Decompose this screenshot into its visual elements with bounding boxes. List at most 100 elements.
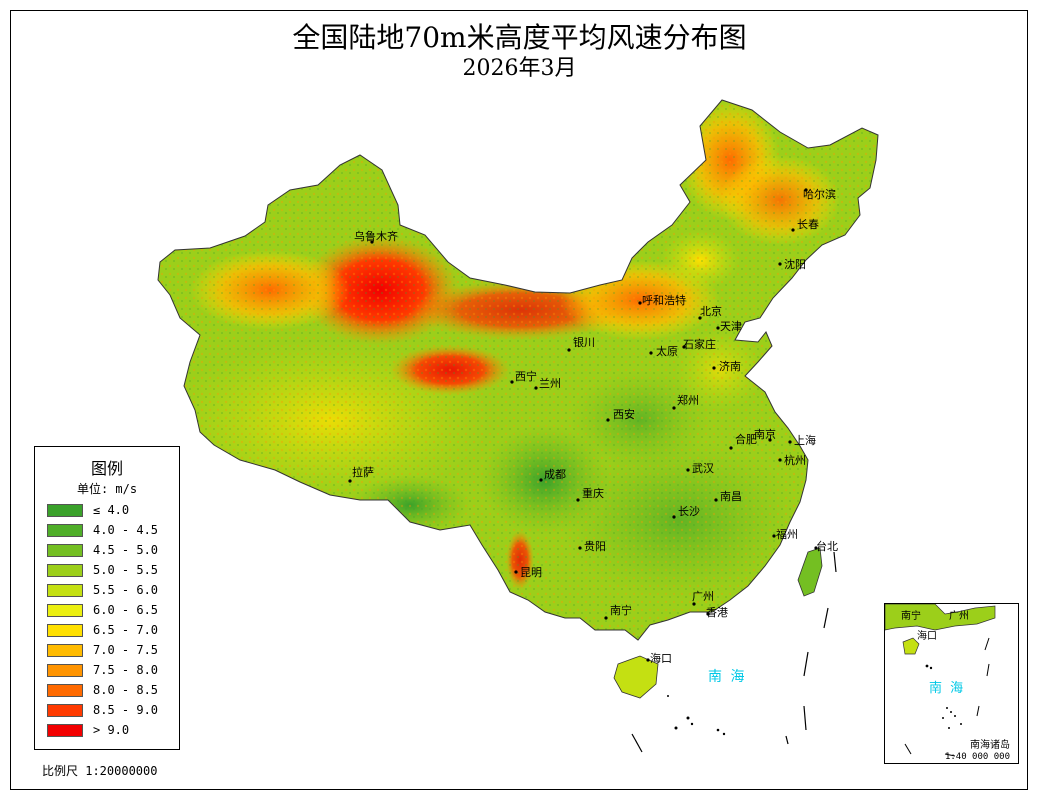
city-yinchuan: 银川 xyxy=(567,335,595,352)
legend-swatch xyxy=(47,723,83,737)
scale-label: 比例尺 1:20000000 xyxy=(42,764,158,778)
inset-scale-label: 1:40 000 000 xyxy=(944,752,1010,762)
inset-boundary-lines xyxy=(904,637,990,757)
city-chongqing: 重庆 xyxy=(576,486,604,502)
city-label-xining: 西宁 xyxy=(515,369,537,383)
map-legend: 图例 单位: m/s ≤ 4.0 4.0 - 4.5 4.5 - 5.0 5.0… xyxy=(34,446,180,750)
city-label-beijing: 北京 xyxy=(700,304,722,318)
legend-swatch xyxy=(47,623,83,637)
city-lanzhou: 兰州 xyxy=(534,377,561,390)
map-subtitle: 2026年3月 xyxy=(462,56,577,81)
city-kunming: 昆明 xyxy=(514,566,542,579)
legend-label: 8.0 - 8.5 xyxy=(93,683,159,697)
city-label-taiyuan: 太原 xyxy=(656,345,678,358)
city-nanjing: 南京 xyxy=(754,427,776,442)
city-xianggang: 香港 xyxy=(706,606,728,619)
legend-item: 5.5 - 6.0 xyxy=(47,583,158,597)
city-label-xian: 西安 xyxy=(613,407,635,421)
inset-sea-label: 南 海 xyxy=(929,680,965,696)
city-taibei: 台北 xyxy=(814,539,838,553)
city-hefei: 合肥 xyxy=(729,432,757,450)
city-changsha: 长沙 xyxy=(672,505,700,519)
legend-title: 图例 xyxy=(90,459,123,478)
city-fuzhou: 福州 xyxy=(772,527,798,541)
taiwan-island xyxy=(797,547,823,597)
city-hangzhou: 杭州 xyxy=(778,453,806,467)
city-tianjin: 天津 xyxy=(716,320,742,333)
legend-unit: 单位: m/s xyxy=(76,482,138,496)
legend-label: ≤ 4.0 xyxy=(93,503,130,517)
city-label-nanjing: 南京 xyxy=(754,427,776,441)
legend-label: 6.5 - 7.0 xyxy=(93,623,159,637)
south-china-sea-label: 南 海 xyxy=(708,669,746,685)
city-beijing: 北京 xyxy=(698,304,722,320)
maritime-boundary-lines xyxy=(631,551,837,753)
legend-item: 6.0 - 6.5 xyxy=(47,603,158,617)
legend-item: ≤ 4.0 xyxy=(47,503,129,517)
city-xian: 西安 xyxy=(606,407,635,422)
map-title: 全国陆地70m米高度平均风速分布图 xyxy=(292,21,747,54)
city-label-haerbin: 哈尔滨 xyxy=(803,187,836,201)
legend-item: 4.0 - 4.5 xyxy=(47,523,158,537)
inset-map: 南宁 广州 海口 南 海 xyxy=(885,604,996,757)
city-label-nanchang: 南昌 xyxy=(720,490,742,503)
city-guiyang: 贵阳 xyxy=(578,540,606,553)
inset-city-haikou: 海口 xyxy=(917,629,937,642)
china-border xyxy=(157,99,879,641)
city-lasa: 拉萨 xyxy=(348,465,374,483)
south-sea-islands xyxy=(667,695,726,736)
legend-item: 7.0 - 7.5 xyxy=(47,643,158,657)
south-sea-inset: 南宁 广州 海口 南 海 南海诸岛 1:40 000 000 xyxy=(884,603,1019,764)
city-guangzhou: 广州 xyxy=(692,590,714,606)
legend-swatch xyxy=(47,503,83,517)
legend-label: 5.5 - 6.0 xyxy=(93,583,159,597)
city-wuhan: 武汉 xyxy=(686,462,714,475)
city-label-nanning: 南宁 xyxy=(610,603,632,617)
legend-swatch xyxy=(47,523,83,537)
city-label-jinan: 济南 xyxy=(719,359,741,373)
city-label-zhengzhou: 郑州 xyxy=(677,393,699,407)
city-wulumuqi: 乌鲁木齐 xyxy=(354,229,398,244)
legend-swatch xyxy=(47,563,83,577)
city-label-shijiazhuang: 石家庄 xyxy=(683,337,716,351)
legend-label: 5.0 - 5.5 xyxy=(93,563,159,577)
legend-item: > 9.0 xyxy=(47,723,129,737)
hainan-island xyxy=(613,655,659,699)
legend-swatch xyxy=(47,643,83,657)
inset-islands-label: 南海诸岛 xyxy=(970,740,1010,751)
legend-item: 7.5 - 8.0 xyxy=(47,663,158,677)
legend-swatch xyxy=(47,683,83,697)
city-label-tianjin: 天津 xyxy=(720,320,742,333)
city-label-hefei: 合肥 xyxy=(735,432,757,446)
city-label-haikou: 海口 xyxy=(650,651,672,665)
legend-item: 8.5 - 9.0 xyxy=(47,703,158,717)
inset-mainland xyxy=(885,604,996,631)
city-label-shanghai: 上海 xyxy=(794,433,816,447)
inset-islands-dots xyxy=(925,664,962,729)
legend-label: > 9.0 xyxy=(93,723,130,737)
city-label-xianggang: 香港 xyxy=(706,606,728,619)
city-shenyang: 沈阳 xyxy=(778,257,806,271)
city-label-hangzhou: 杭州 xyxy=(784,453,806,467)
city-haerbin: 哈尔滨 xyxy=(803,187,836,201)
city-label-yinchuan: 银川 xyxy=(573,335,595,349)
legend-label: 6.0 - 6.5 xyxy=(93,603,159,617)
legend-item: 5.0 - 5.5 xyxy=(47,563,158,577)
legend-swatch xyxy=(47,583,83,597)
city-chengdu: 成都 xyxy=(539,468,566,482)
legend-swatch xyxy=(47,703,83,717)
city-jinan: 济南 xyxy=(712,359,741,373)
city-label-chengdu: 成都 xyxy=(544,468,566,481)
city-zhengzhou: 郑州 xyxy=(672,393,699,410)
legend-label: 4.5 - 5.0 xyxy=(93,543,159,557)
city-shijiazhuang: 石家庄 xyxy=(682,337,716,351)
inset-city-guangzhou: 广州 xyxy=(949,610,969,622)
city-taiyuan: 太原 xyxy=(649,345,678,358)
inset-hainan xyxy=(902,637,920,655)
map-frame xyxy=(10,10,1028,790)
legend-item: 4.5 - 5.0 xyxy=(47,543,158,557)
city-label-changsha: 长沙 xyxy=(678,505,700,518)
city-changchun: 长春 xyxy=(791,218,819,232)
city-label-huhehaote: 呼和浩特 xyxy=(642,293,686,307)
